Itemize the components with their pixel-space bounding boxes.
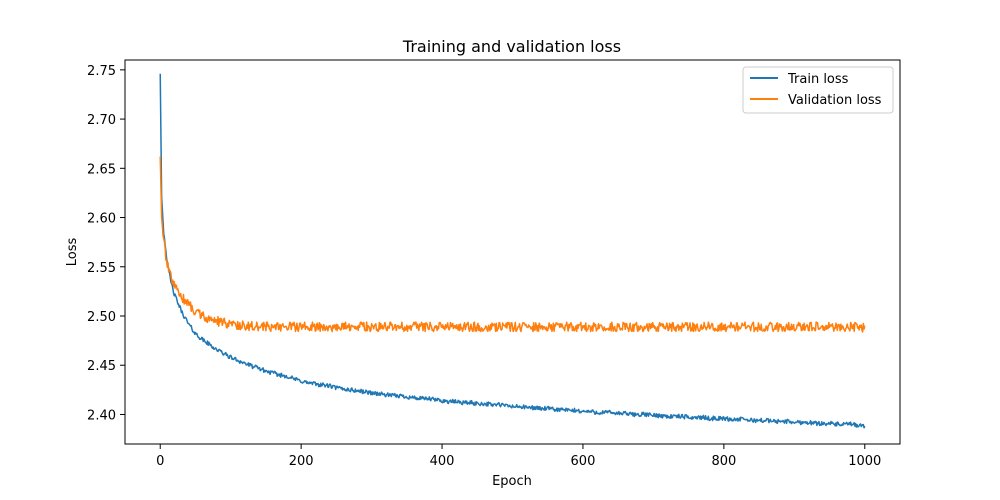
y-tick-label: 2.75: [87, 64, 116, 79]
y-tick-label: 2.40: [87, 408, 116, 423]
y-axis-ticks: 2.40 2.45 2.50 2.55 2.60 2.65 2.70 2.75: [87, 64, 125, 423]
legend-label-train-loss: Train loss: [787, 72, 849, 87]
series-line-validation-loss: [159, 156, 866, 333]
x-axis-label: Epoch: [492, 474, 532, 489]
x-axis-ticks: 0 200 400 600 800 1000: [156, 444, 881, 469]
x-tick-label: 0: [156, 454, 164, 469]
x-tick-label: 400: [430, 454, 455, 469]
y-tick-label: 2.50: [87, 310, 116, 325]
chart-title: Training and validation loss: [402, 37, 621, 56]
x-tick-label: 1000: [848, 454, 881, 469]
y-tick-label: 2.70: [87, 113, 116, 128]
legend-box: [742, 66, 894, 114]
plot-frame: [124, 59, 901, 445]
y-tick-label: 2.55: [87, 261, 116, 276]
x-tick-label: 600: [571, 454, 596, 469]
series-line-train-loss: [159, 73, 866, 429]
x-tick-label: 800: [711, 454, 736, 469]
legend: Train loss Validation loss: [742, 66, 894, 114]
y-axis-label: Loss: [65, 238, 80, 267]
x-tick-label: 200: [289, 454, 314, 469]
y-tick-label: 2.65: [87, 162, 116, 177]
legend-label-validation-loss: Validation loss: [788, 93, 882, 108]
plot-area: [159, 73, 866, 429]
y-tick-label: 2.45: [87, 359, 116, 374]
y-tick-label: 2.60: [87, 212, 116, 227]
